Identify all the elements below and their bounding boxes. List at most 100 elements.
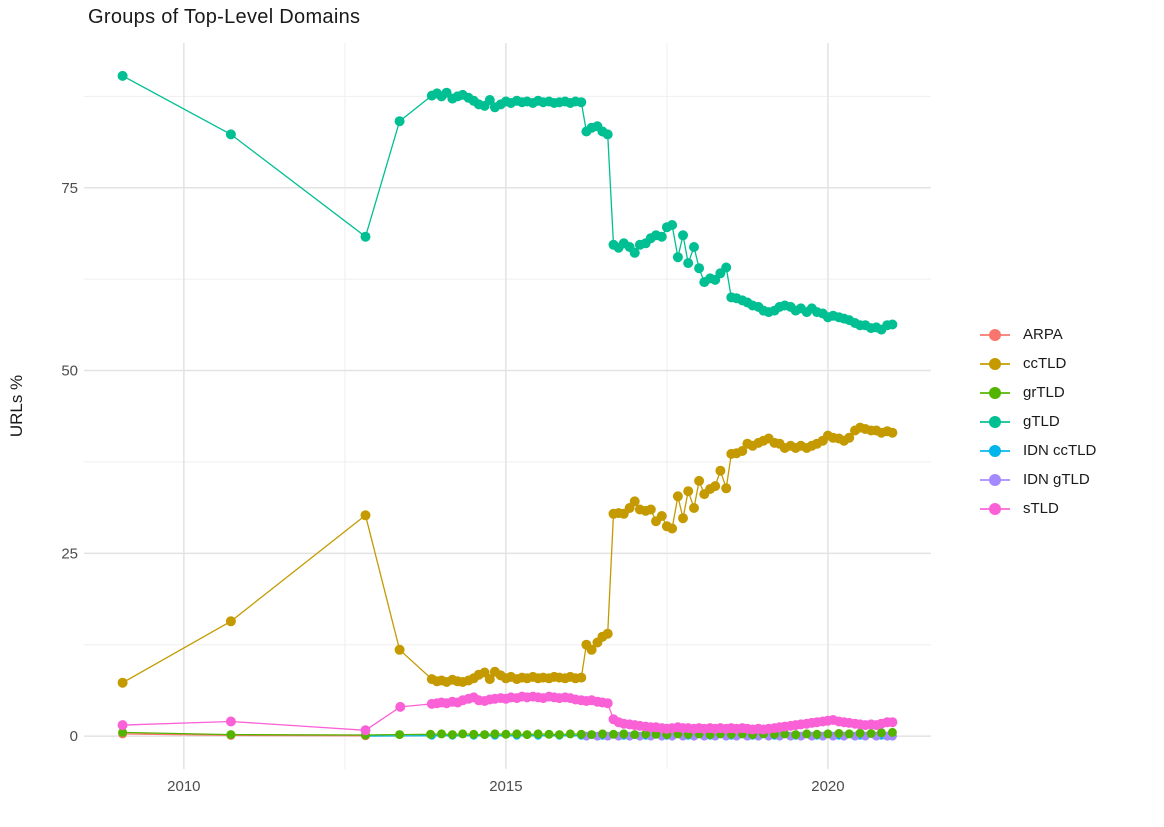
- legend-label: grTLD: [1023, 384, 1065, 401]
- data-point-cctld: [629, 496, 640, 507]
- data-point-grtld: [887, 727, 897, 737]
- legend-swatch-icon: [980, 502, 1010, 515]
- data-point-grtld: [791, 730, 801, 740]
- data-point-gtld: [887, 319, 898, 330]
- data-point-cctld: [484, 674, 495, 685]
- data-point-gtld: [672, 252, 683, 263]
- legend-label: ARPA: [1023, 326, 1063, 343]
- data-point-stld: [887, 717, 898, 728]
- data-point-grtld: [641, 729, 651, 739]
- legend-label: IDN ccTLD: [1023, 442, 1097, 459]
- data-point-gtld: [683, 258, 694, 269]
- data-point-grtld: [522, 730, 532, 740]
- data-point-grtld: [812, 729, 822, 739]
- data-point-grtld: [619, 729, 629, 739]
- data-point-grtld: [823, 729, 833, 739]
- data-point-grtld: [876, 728, 886, 738]
- data-point-grtld: [844, 729, 854, 739]
- data-point-grtld: [490, 729, 500, 739]
- legend-label: ccTLD: [1023, 355, 1067, 372]
- data-point-cctld: [394, 644, 405, 655]
- data-point-gtld: [629, 247, 640, 258]
- legend-item-cctld: ccTLD: [980, 349, 1096, 378]
- data-point-stld: [225, 716, 236, 727]
- data-point-gtld: [117, 70, 128, 81]
- data-point-cctld: [225, 616, 236, 627]
- y-axis-title: URLs %: [7, 375, 26, 437]
- x-tick-label: 2020: [811, 778, 844, 795]
- chart-legend: ARPA ccTLD grTLD gTLD IDN ccTLD IDN gTLD sTLD: [980, 320, 1096, 523]
- data-point-gtld: [360, 231, 371, 242]
- data-point-cctld: [721, 483, 732, 494]
- data-point-gtld: [694, 263, 705, 274]
- data-point-stld: [395, 701, 406, 712]
- data-point-cctld: [672, 491, 683, 502]
- legend-swatch-icon: [980, 357, 1010, 370]
- data-point-grtld: [651, 729, 661, 739]
- data-point-gtld: [678, 230, 688, 241]
- data-point-gtld: [656, 231, 667, 242]
- data-point-grtld: [609, 729, 618, 739]
- data-point-grtld: [544, 729, 554, 739]
- legend-item-idn-cctld: IDN ccTLD: [980, 436, 1096, 465]
- legend-item-idn-gtld: IDN gTLD: [980, 465, 1096, 494]
- legend-item-stld: sTLD: [980, 494, 1096, 523]
- legend-label: IDN gTLD: [1023, 471, 1090, 488]
- data-point-grtld: [118, 727, 128, 737]
- data-point-grtld: [469, 729, 479, 739]
- data-point-grtld: [802, 729, 812, 739]
- data-point-grtld: [598, 729, 607, 739]
- data-point-grtld: [780, 729, 790, 739]
- data-point-cctld: [689, 503, 699, 513]
- data-point-cctld: [117, 677, 128, 688]
- data-point-cctld: [667, 523, 678, 534]
- data-point-gtld: [667, 220, 678, 230]
- data-point-grtld: [437, 729, 446, 739]
- legend-label: sTLD: [1023, 500, 1059, 517]
- data-point-cctld: [683, 486, 694, 497]
- data-point-grtld: [630, 730, 640, 740]
- data-point-grtld: [565, 729, 575, 739]
- data-point-cctld: [694, 475, 705, 486]
- chart-title: Groups of Top-Level Domains: [88, 6, 361, 28]
- data-point-grtld: [480, 730, 490, 740]
- legend-swatch-icon: [980, 415, 1010, 428]
- data-point-cctld: [887, 427, 898, 438]
- data-point-cctld: [360, 510, 371, 521]
- data-point-stld: [360, 725, 371, 736]
- data-point-cctld: [602, 628, 613, 639]
- legend-swatch-icon: [980, 473, 1010, 486]
- data-point-cctld: [576, 672, 587, 683]
- data-point-grtld: [395, 730, 405, 740]
- legend-swatch-icon: [980, 328, 1010, 341]
- data-point-cctld: [586, 644, 597, 655]
- data-point-cctld: [678, 513, 688, 524]
- data-point-grtld: [866, 729, 876, 738]
- data-point-gtld: [721, 262, 732, 273]
- x-tick-label: 2010: [167, 778, 200, 795]
- data-point-gtld: [225, 129, 236, 140]
- data-point-gtld: [602, 129, 613, 140]
- x-tick-label: 2015: [489, 778, 522, 795]
- chart-canvas: URLs % 0 25 50 75 2010 2015 2020: [7, 43, 931, 795]
- data-point-grtld: [447, 730, 457, 740]
- data-point-grtld: [834, 729, 844, 738]
- data-point-cctld: [710, 481, 721, 492]
- data-point-cctld: [645, 504, 656, 515]
- series-line-gtld: [122, 75, 893, 331]
- legend-item-arpa: ARPA: [980, 320, 1096, 349]
- data-point-grtld: [587, 730, 597, 740]
- data-point-grtld: [501, 729, 511, 739]
- data-point-cctld: [715, 465, 726, 476]
- data-point-cctld: [737, 446, 748, 456]
- legend-swatch-icon: [980, 444, 1010, 457]
- data-point-gtld: [394, 116, 405, 127]
- data-point-grtld: [226, 730, 236, 740]
- data-point-cctld: [844, 432, 855, 443]
- data-point-grtld: [458, 729, 468, 739]
- data-point-cctld: [656, 511, 667, 521]
- y-tick-label: 25: [61, 545, 78, 562]
- y-tick-label: 50: [61, 363, 78, 380]
- data-point-grtld: [426, 729, 435, 739]
